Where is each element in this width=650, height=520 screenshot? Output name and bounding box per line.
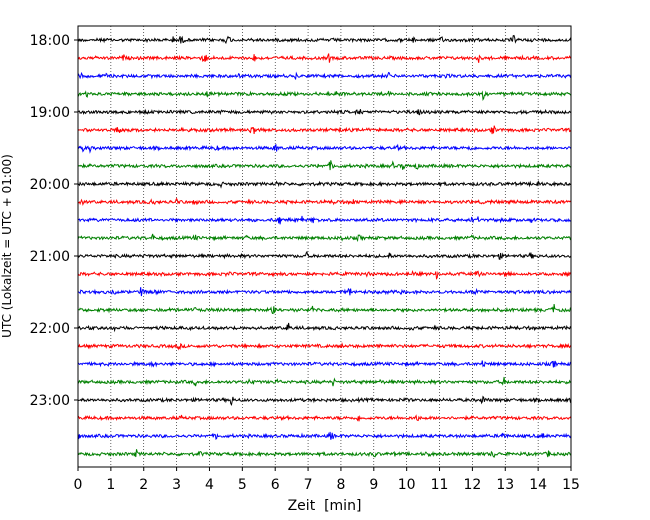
x-tick-label: 12 [463, 477, 481, 493]
plot-frame [77, 25, 572, 468]
trace-1900 [77, 108, 572, 116]
y-tick-label: 19:00 [30, 105, 70, 121]
x-tick-label: 1 [106, 477, 115, 493]
x-axis-label: Zeit [min] [288, 498, 362, 514]
trace-2230 [77, 360, 572, 368]
trace-2345 [77, 449, 572, 458]
trace-2300 [77, 395, 572, 406]
trace-2330 [77, 431, 572, 440]
trace-1930 [77, 143, 572, 154]
x-axis: 0 1 2 3 4 5 6 7 8 9 10 11 12 13 14 15 [74, 467, 580, 493]
x-tick-label: 0 [74, 477, 83, 493]
trace-2130 [77, 287, 572, 297]
x-tick-label: 10 [398, 477, 416, 493]
x-tick-label: 2 [139, 477, 148, 493]
x-tick-label: 9 [369, 477, 378, 493]
trace-2245 [77, 376, 572, 387]
trace-2100 [77, 250, 572, 260]
x-tick-label: 13 [496, 477, 514, 493]
trace-1945 [77, 160, 572, 171]
traces [77, 34, 572, 458]
x-tick-label: 3 [172, 477, 181, 493]
trace-2015 [77, 197, 572, 206]
y-tick-label: 18:00 [30, 33, 70, 49]
y-axis: 18:00 19:00 20:00 21:00 22:00 23:00 [30, 33, 78, 409]
x-tick-label: 11 [431, 477, 449, 493]
y-axis-label: UTC (Lokalzeit = UTC + 01:00) [0, 154, 14, 338]
trace-2215 [77, 342, 572, 351]
y-tick-label: 20:00 [30, 177, 70, 193]
x-tick-label: 8 [336, 477, 345, 493]
x-tick-label: 5 [238, 477, 247, 493]
y-tick-label: 22:00 [30, 321, 70, 337]
trace-2000 [77, 180, 572, 189]
x-tick-label: 15 [562, 477, 580, 493]
trace-2200 [77, 322, 571, 333]
x-tick-label: 4 [205, 477, 214, 493]
trace-2145 [77, 304, 572, 315]
trace-1830 [77, 71, 572, 80]
y-tick-label: 21:00 [30, 249, 70, 265]
trace-2045 [77, 233, 572, 243]
trace-1915 [77, 125, 572, 135]
trace-2315 [77, 414, 572, 422]
trace-1815 [77, 53, 572, 63]
x-tick-label: 6 [271, 477, 280, 493]
y-tick-label: 23:00 [30, 393, 70, 409]
trace-2030 [77, 215, 572, 225]
trace-1845 [77, 90, 572, 101]
trace-1800 [77, 34, 572, 45]
trace-2115 [77, 269, 572, 280]
x-tick-label: 14 [529, 477, 547, 493]
x-tick-label: 7 [304, 477, 313, 493]
